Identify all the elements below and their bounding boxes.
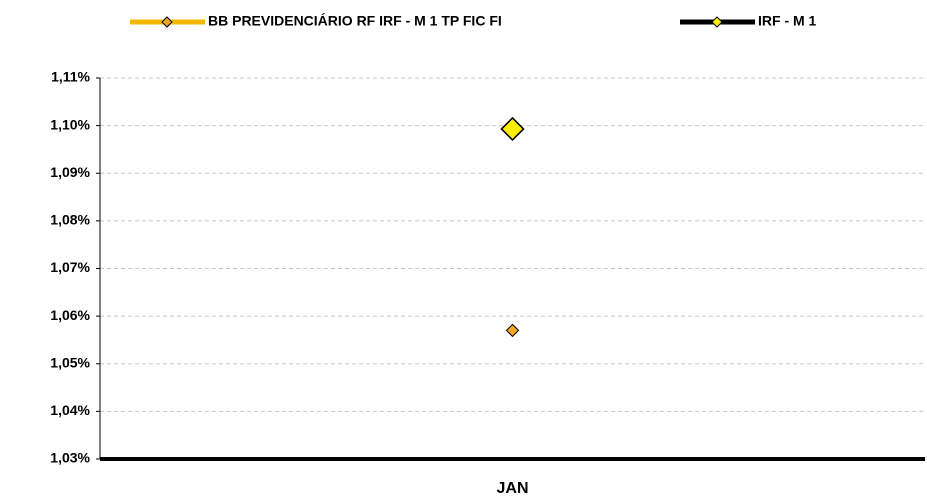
point-marker [505,323,520,338]
legend-marker [161,16,173,28]
y-tick-label: 1,06% [50,307,90,323]
y-tick-label: 1,07% [50,259,90,275]
y-tick-label: 1,11% [51,69,90,85]
legend-label: IRF - M 1 [758,13,817,29]
y-tick-label: 1,09% [50,164,90,180]
y-tick-label: 1,04% [50,402,90,418]
y-tick-label: 1,08% [50,212,90,228]
y-tick-label: 1,03% [50,450,90,466]
legend-marker [711,16,723,28]
y-tick-label: 1,05% [50,354,90,370]
legend-label: BB PREVIDENCIÁRIO RF IRF - M 1 TP FIC FI [208,13,502,29]
x-tick-label: JAN [496,480,528,497]
y-tick-label: 1,10% [50,116,90,132]
point-marker [500,116,525,142]
